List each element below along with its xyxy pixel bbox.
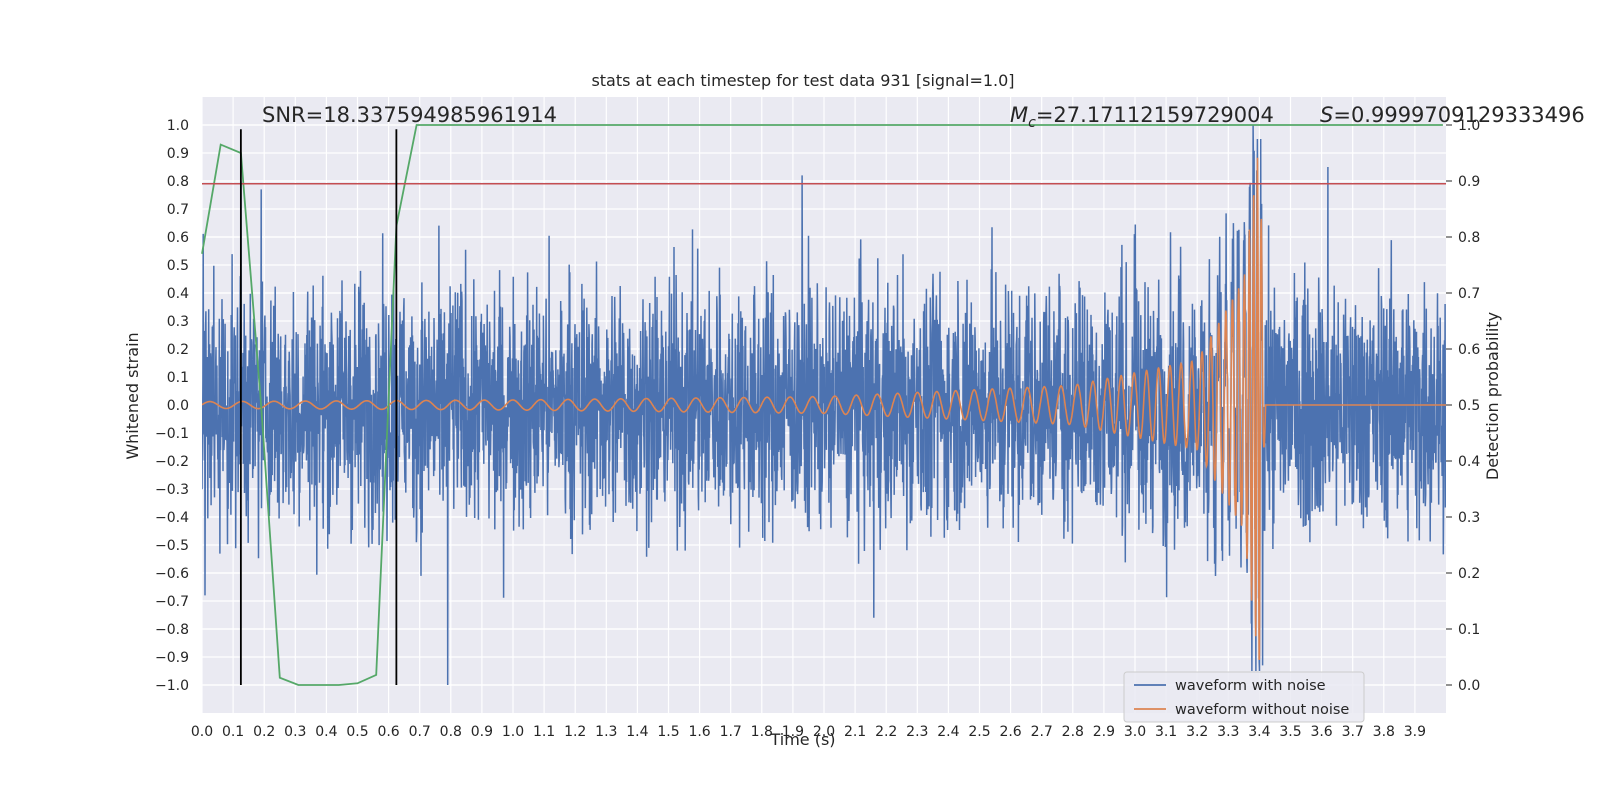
y-tick-label: 0.6 [167,230,189,246]
y-tick-label: −1.0 [155,678,189,694]
x-tick-label: 3.4 [1248,724,1270,740]
x-tick-label: 0.6 [377,724,399,740]
legend-label-noise: waveform with noise [1175,678,1326,694]
y-tick-label: −0.8 [155,622,189,638]
x-tick-label: 1.7 [720,724,742,740]
snr-annotation: SNR=18.337594985961914 [262,103,557,127]
x-tick-label: 0.1 [222,724,244,740]
y2-tick-label: 0.6 [1458,342,1480,358]
x-tick-label: 2.5 [968,724,990,740]
x-tick-label: 1.4 [626,724,648,740]
y2-tick-label: 0.4 [1458,454,1480,470]
y-tick-label: 0.8 [167,174,189,190]
chirp-mass-annotation: Mc=27.17112159729004 [1010,103,1274,131]
y2-tick-label: 0.3 [1458,510,1480,526]
x-tick-label: 3.8 [1373,724,1395,740]
y-axis-ticks: 1.0 0.9 0.8 0.7 0.6 0.5 0.4 0.3 0.2 0.1 0.0 −0.1 −0.… [155,118,189,694]
x-tick-label: 2.9 [1093,724,1115,740]
x-axis-ticks: 0.0 0.1 0.2 0.3 0.4 0.5 0.6 0.7 0.8 0.9 1.0 1.1 1.2 1… [191,724,1426,740]
y-tick-label: 0.1 [167,370,189,386]
y2-axis-ticks: 1.0 0.9 0.8 0.7 0.6 0.5 0.4 0.3 0.2 0.1 0.0 [1446,118,1480,694]
x-tick-label: 2.4 [937,724,959,740]
chirp-mass-symbol: M [1010,103,1028,127]
x-tick-label: 3.2 [1186,724,1208,740]
s-symbol: S [1320,103,1333,127]
x-tick-label: 2.3 [906,724,928,740]
legend-box [1123,671,1365,723]
legend: waveform with noise waveform without noi… [1123,671,1365,723]
series-waveform-without-noise [202,157,1446,660]
x-tick-label: 0.4 [315,724,337,740]
x-tick-label: 3.7 [1342,724,1364,740]
x-tick-label: 0.0 [191,724,213,740]
y-axis-label: Whitened strain [123,332,142,459]
x-tick-label: 0.9 [471,724,493,740]
x-tick-label: 2.7 [1031,724,1053,740]
y2-tick-label: 0.1 [1458,622,1480,638]
series-waveform-with-noise [202,124,1446,686]
y-tick-label: −0.1 [155,426,189,442]
s-value: =0.9999709129333496 [1333,103,1584,127]
x-tick-label: 1.6 [688,724,710,740]
s-annotation: S=0.9999709129333496 [1320,103,1585,127]
x-tick-label: 2.6 [999,724,1021,740]
chirp-mass-value: =27.17112159729004 [1036,103,1274,127]
chart-title: stats at each timestep for test data 931… [591,71,1014,90]
x-tick-label: 2.1 [844,724,866,740]
x-tick-label: 3.9 [1404,724,1426,740]
y-tick-label: −0.6 [155,566,189,582]
y-tick-label: −0.7 [155,594,189,610]
y2-tick-label: 0.5 [1458,398,1480,414]
y-tick-label: 0.4 [167,286,189,302]
y2-axis-label: Detection probability [1483,312,1502,480]
y-tick-label: −0.5 [155,538,189,554]
x-tick-label: 2.0 [813,724,835,740]
x-axis-label: Time (s) [769,730,835,749]
x-tick-label: 0.8 [440,724,462,740]
x-tick-label: 0.2 [253,724,275,740]
y-tick-label: −0.9 [155,650,189,666]
y2-tick-label: 0.7 [1458,286,1480,302]
y-tick-label: −0.3 [155,482,189,498]
x-tick-label: 3.6 [1310,724,1332,740]
y2-tick-label: 0.2 [1458,566,1480,582]
y-tick-label: 0.2 [167,342,189,358]
chirp-mass-subscript: c [1028,115,1036,131]
y2-tick-label: 0.8 [1458,230,1480,246]
y-tick-label: −0.4 [155,510,189,526]
x-tick-label: 3.3 [1217,724,1239,740]
x-tick-label: 3.0 [1124,724,1146,740]
y-tick-label: −0.2 [155,454,189,470]
x-tick-label: 1.1 [533,724,555,740]
x-tick-label: 0.5 [346,724,368,740]
y-tick-label: 0.3 [167,314,189,330]
x-tick-label: 1.5 [657,724,679,740]
x-tick-label: 3.5 [1279,724,1301,740]
x-tick-label: 2.8 [1062,724,1084,740]
x-tick-label: 1.8 [751,724,773,740]
x-tick-label: 3.1 [1155,724,1177,740]
legend-label-clean: waveform without noise [1175,702,1349,718]
y-tick-label: 0.0 [167,398,189,414]
x-tick-label: 0.7 [409,724,431,740]
y2-tick-label: 0.0 [1458,678,1480,694]
x-tick-label: 1.2 [564,724,586,740]
y-tick-label: 1.0 [167,118,189,134]
x-tick-label: 1.9 [782,724,804,740]
y-tick-label: 0.5 [167,258,189,274]
x-tick-label: 1.0 [502,724,524,740]
x-tick-label: 1.3 [595,724,617,740]
x-tick-label: 0.3 [284,724,306,740]
y2-tick-label: 1.0 [1458,118,1480,134]
x-tick-label: 2.2 [875,724,897,740]
y-tick-label: 0.9 [167,146,189,162]
y-tick-label: 0.7 [167,202,189,218]
y2-tick-label: 0.9 [1458,174,1480,190]
